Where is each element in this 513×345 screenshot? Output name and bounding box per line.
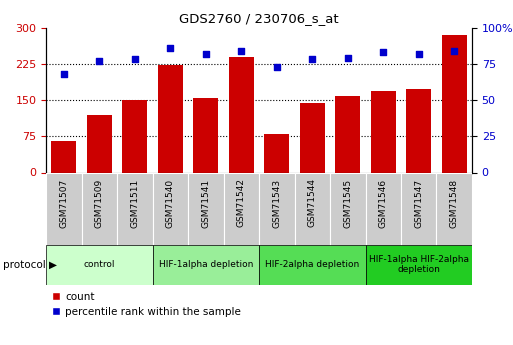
Bar <box>442 35 467 172</box>
Bar <box>259 245 365 285</box>
Point <box>415 51 423 57</box>
Bar <box>123 100 147 172</box>
Bar <box>294 172 330 247</box>
Bar <box>365 245 472 285</box>
Text: GSM71509: GSM71509 <box>95 178 104 228</box>
Bar <box>300 104 325 172</box>
Point <box>450 48 458 53</box>
Text: GSM71511: GSM71511 <box>130 178 140 228</box>
Point <box>344 55 352 61</box>
Bar <box>82 172 117 247</box>
Bar <box>371 91 396 172</box>
Bar <box>365 172 401 247</box>
Bar <box>224 172 259 247</box>
Bar <box>259 172 294 247</box>
Bar <box>153 245 259 285</box>
Bar <box>229 57 254 172</box>
Point <box>60 71 68 77</box>
Point <box>308 57 317 62</box>
Text: control: control <box>84 260 115 269</box>
Point <box>273 64 281 69</box>
Bar <box>153 172 188 247</box>
Bar <box>87 115 112 172</box>
Bar <box>336 96 360 172</box>
Text: GSM71543: GSM71543 <box>272 178 281 228</box>
Point <box>95 58 104 64</box>
Bar <box>51 141 76 172</box>
Point <box>237 48 245 53</box>
Text: GSM71547: GSM71547 <box>414 178 423 228</box>
Text: GSM71507: GSM71507 <box>60 178 68 228</box>
Text: GSM71548: GSM71548 <box>450 178 459 228</box>
Bar <box>330 172 365 247</box>
Text: HIF-1alpha depletion: HIF-1alpha depletion <box>159 260 253 269</box>
Text: GSM71540: GSM71540 <box>166 178 175 228</box>
Point <box>379 49 387 55</box>
Bar <box>188 172 224 247</box>
Bar <box>437 172 472 247</box>
Bar <box>46 245 153 285</box>
Text: GSM71541: GSM71541 <box>201 178 210 228</box>
Text: GSM71546: GSM71546 <box>379 178 388 228</box>
Text: HIF-2alpha depletion: HIF-2alpha depletion <box>265 260 360 269</box>
Legend: count, percentile rank within the sample: count, percentile rank within the sample <box>47 287 245 321</box>
Bar <box>193 98 218 172</box>
Text: GSM71542: GSM71542 <box>237 178 246 227</box>
Bar <box>117 172 153 247</box>
Text: GSM71544: GSM71544 <box>308 178 317 227</box>
Bar <box>401 172 437 247</box>
Point <box>131 57 139 62</box>
Bar <box>46 172 82 247</box>
Text: protocol ▶: protocol ▶ <box>3 260 56 270</box>
Text: HIF-1alpha HIF-2alpha
depletion: HIF-1alpha HIF-2alpha depletion <box>369 255 469 275</box>
Text: GSM71545: GSM71545 <box>343 178 352 228</box>
Bar <box>158 65 183 172</box>
Title: GDS2760 / 230706_s_at: GDS2760 / 230706_s_at <box>179 12 339 25</box>
Bar <box>406 89 431 172</box>
Point <box>166 45 174 51</box>
Point <box>202 51 210 57</box>
Bar <box>264 134 289 172</box>
